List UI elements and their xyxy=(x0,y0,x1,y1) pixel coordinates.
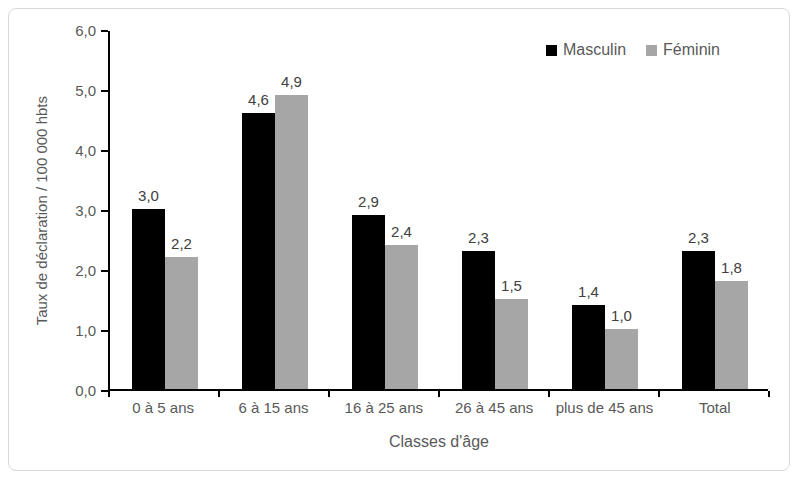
x-axis-category-label-4: plus de 45 ans xyxy=(549,399,659,417)
x-axis-category-label-5: Total xyxy=(660,399,770,417)
y-axis-tick-label: 6,0 xyxy=(56,22,96,40)
bar-féminin-0 xyxy=(165,257,198,389)
y-axis-tick xyxy=(101,150,108,152)
bar-value-label-féminin-3: 1,5 xyxy=(485,277,539,295)
x-axis-tick xyxy=(218,391,220,397)
y-axis-title-container: Taux de déclaration / 100 000 hbts xyxy=(23,31,59,391)
y-axis-title: Taux de déclaration / 100 000 hbts xyxy=(33,96,50,325)
bar-value-label-féminin-4: 1,0 xyxy=(595,307,649,325)
y-axis-tick xyxy=(101,30,108,32)
y-axis-tick xyxy=(101,270,108,272)
x-axis-category-label-0: 0 à 5 ans xyxy=(108,399,218,417)
bar-value-label-masculin-2: 2,9 xyxy=(342,193,396,211)
bar-féminin-5 xyxy=(715,281,748,389)
y-axis-tick xyxy=(101,90,108,92)
x-axis-tick xyxy=(438,391,440,397)
y-axis-tick xyxy=(101,330,108,332)
bar-féminin-3 xyxy=(495,299,528,389)
y-axis-tick-label: 5,0 xyxy=(56,82,96,100)
bar-value-label-féminin-0: 2,2 xyxy=(155,235,209,253)
bar-masculin-1 xyxy=(242,113,275,389)
chart-screenshot: { "chart_data": { "type": "bar", "title"… xyxy=(0,0,802,477)
plot-area: 3,04,62,92,31,42,32,24,92,41,51,01,8 xyxy=(108,31,768,391)
bar-value-label-féminin-1: 4,9 xyxy=(265,73,319,91)
x-axis-tick xyxy=(328,391,330,397)
bar-féminin-2 xyxy=(385,245,418,389)
x-axis-category-label-1: 6 à 15 ans xyxy=(218,399,328,417)
y-axis-tick-label: 0,0 xyxy=(56,382,96,400)
y-axis-tick-label: 2,0 xyxy=(56,262,96,280)
y-axis-tick-label: 3,0 xyxy=(56,202,96,220)
x-axis-tick xyxy=(108,391,110,397)
bar-value-label-masculin-4: 1,4 xyxy=(562,283,616,301)
bar-value-label-féminin-5: 1,8 xyxy=(705,259,759,277)
bar-value-label-masculin-3: 2,3 xyxy=(452,229,506,247)
x-axis-tick xyxy=(548,391,550,397)
x-axis-title: Classes d'âge xyxy=(108,433,770,451)
bar-value-label-masculin-5: 2,3 xyxy=(672,229,726,247)
bar-féminin-1 xyxy=(275,95,308,389)
bar-value-label-masculin-0: 3,0 xyxy=(122,187,176,205)
x-axis-category-label-3: 26 à 45 ans xyxy=(439,399,549,417)
y-axis-tick-label: 1,0 xyxy=(56,322,96,340)
bar-féminin-4 xyxy=(605,329,638,389)
bar-value-label-féminin-2: 2,4 xyxy=(375,223,429,241)
y-axis-tick xyxy=(101,210,108,212)
chart-frame: Taux de déclaration / 100 000 hbts Mascu… xyxy=(8,8,790,471)
x-axis-tick xyxy=(658,391,660,397)
x-axis-tick xyxy=(768,391,770,397)
bar-masculin-2 xyxy=(352,215,385,389)
y-axis-tick-label: 4,0 xyxy=(56,142,96,160)
x-axis-category-label-2: 16 à 25 ans xyxy=(329,399,439,417)
x-axis-category-labels: 0 à 5 ans6 à 15 ans16 à 25 ans26 à 45 an… xyxy=(108,399,770,417)
bar-masculin-3 xyxy=(462,251,495,389)
y-axis-tick xyxy=(101,390,108,392)
